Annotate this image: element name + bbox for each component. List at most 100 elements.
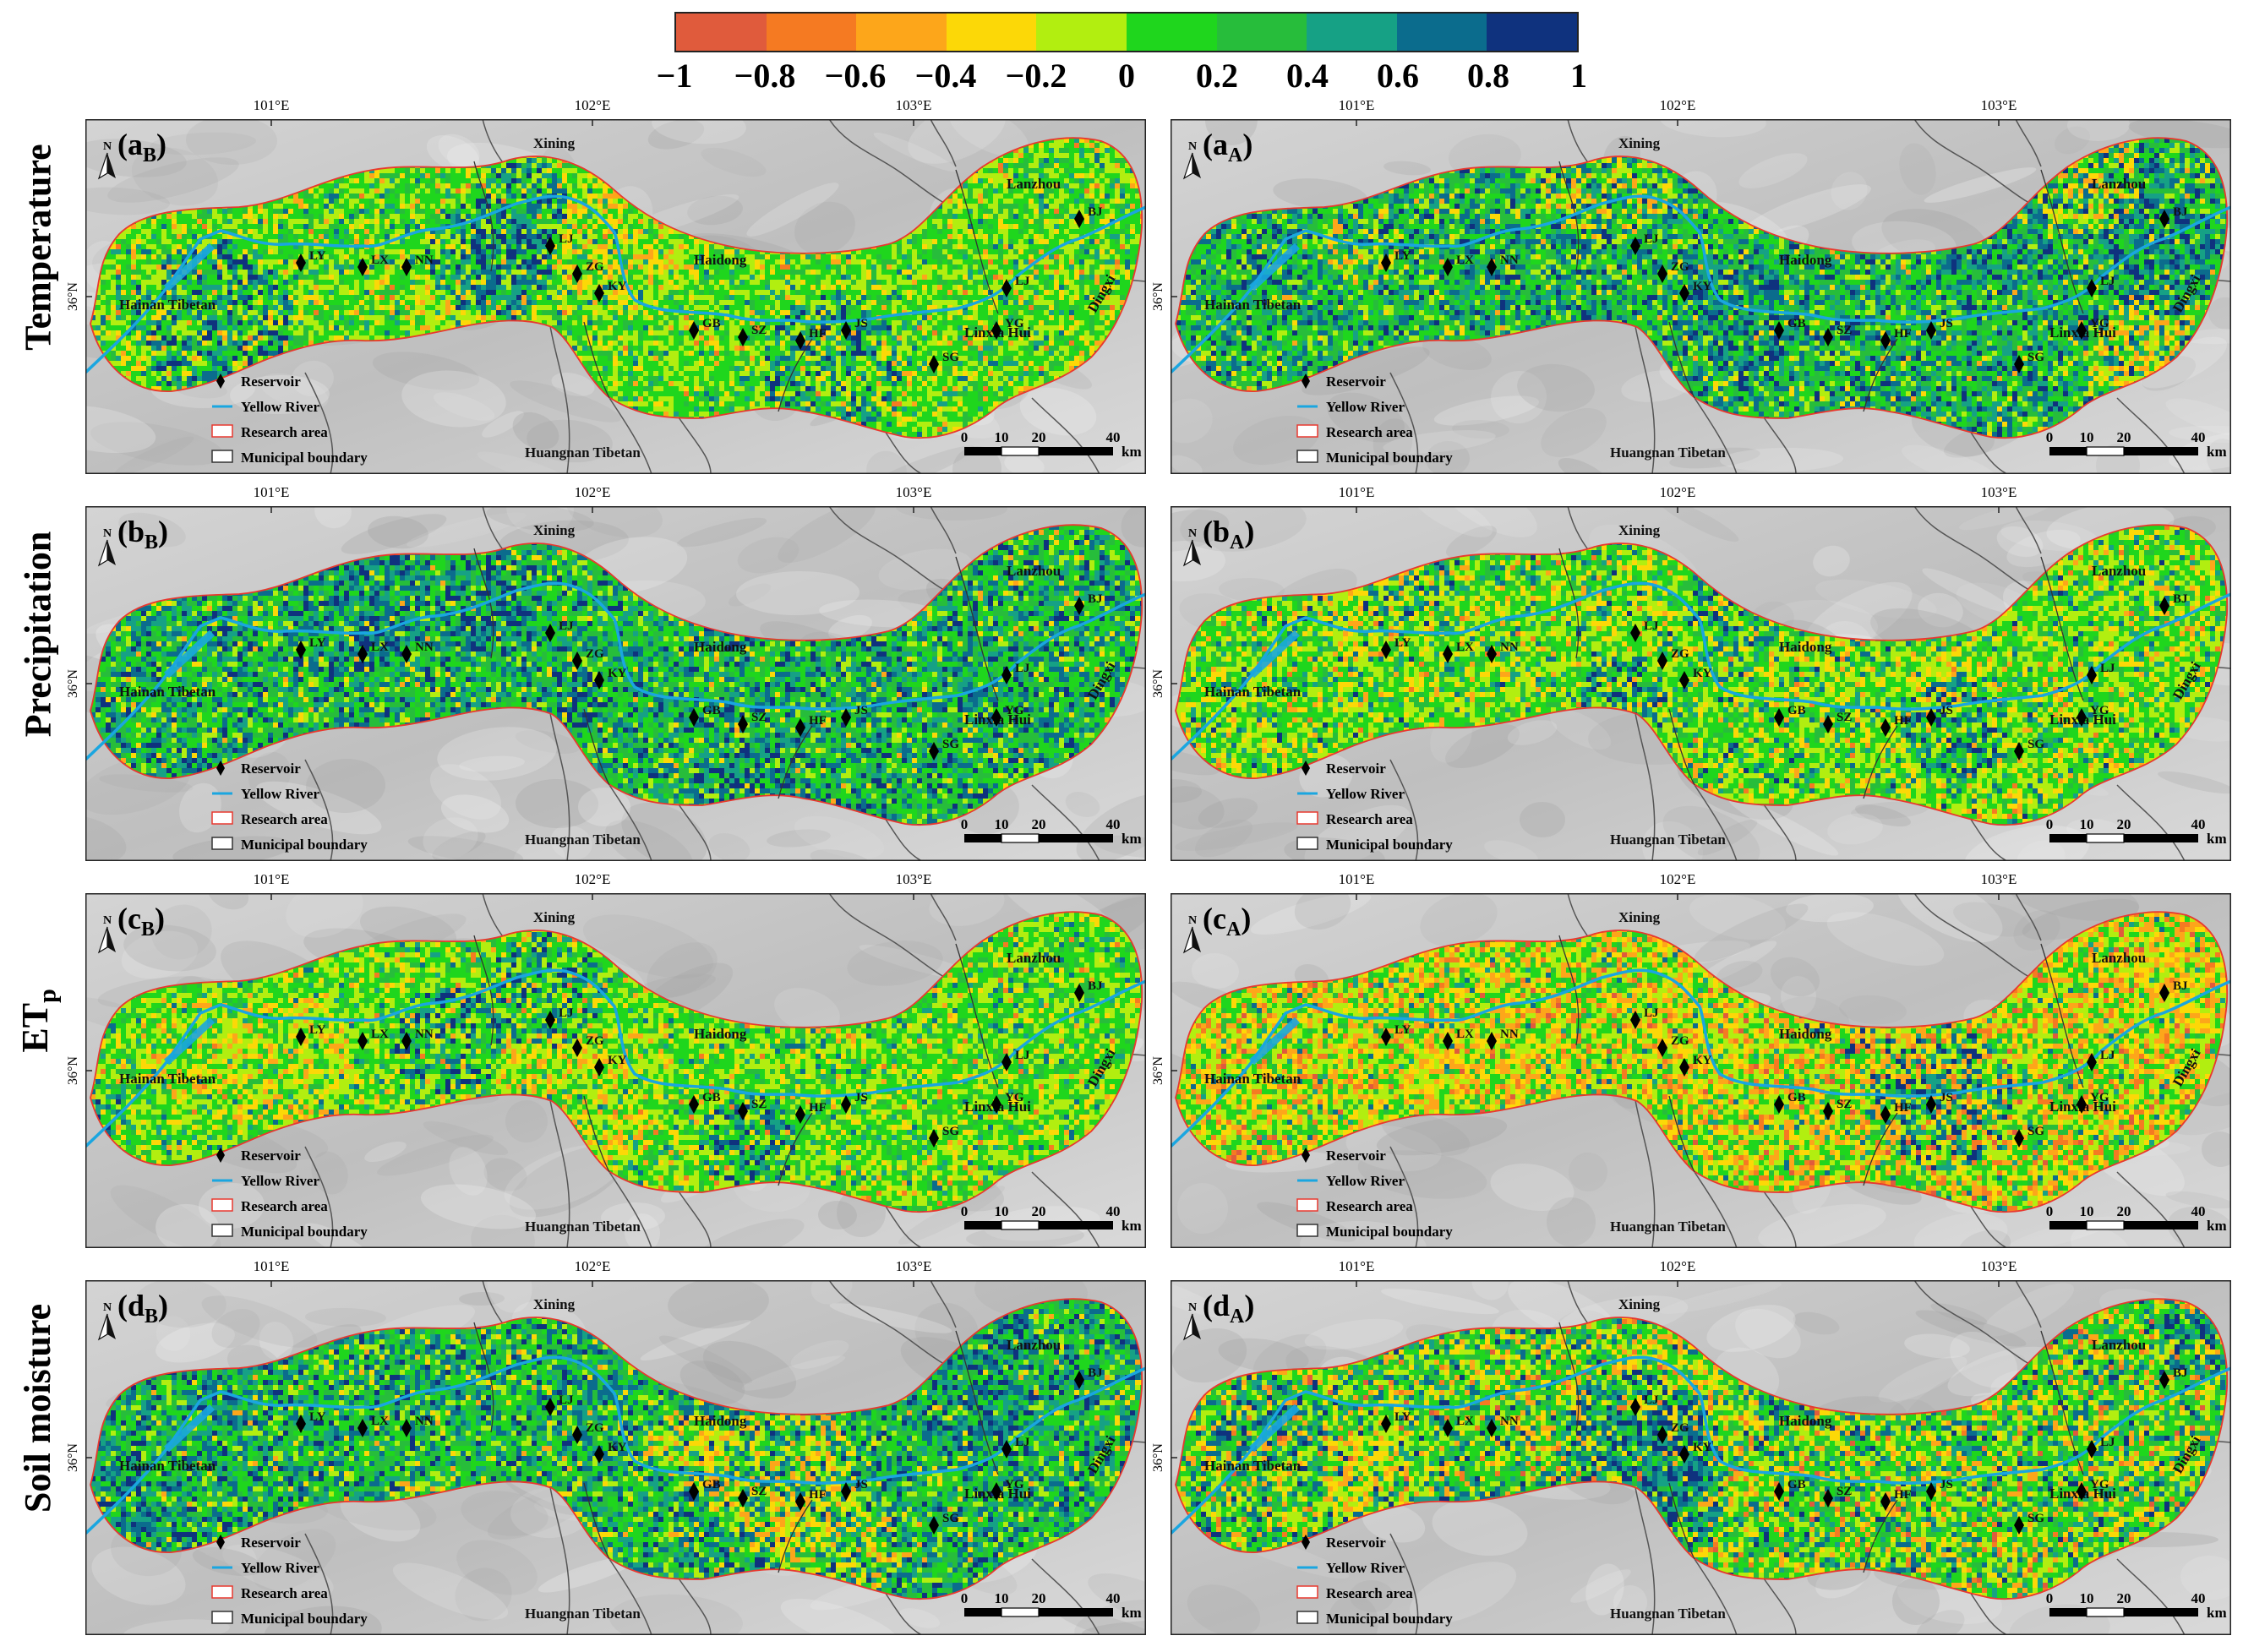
scale-tick-label: 10 xyxy=(995,429,1009,445)
reservoir-label: ZG xyxy=(1671,647,1689,661)
reservoir-label: LX xyxy=(1456,1028,1474,1041)
reservoir-label: LY xyxy=(309,636,326,650)
colorbar-ticks: −1 −0.8 −0.6 −0.4 −0.2 0 0.2 0.4 0.6 0.8 1 xyxy=(674,56,1579,98)
reservoir-label: KY xyxy=(608,1054,627,1067)
region-label: Xining xyxy=(1618,135,1661,151)
legend-label: Research area xyxy=(1326,424,1413,440)
panel-label: (aA) xyxy=(1203,128,1252,166)
legend-label: Reservoir xyxy=(241,1535,301,1551)
legend-label: Reservoir xyxy=(241,373,301,390)
region-label: Huangnan Tibetan xyxy=(1610,831,1726,848)
colorbar-tick-label: −0.4 xyxy=(915,56,977,95)
legend-label: Yellow River xyxy=(241,786,319,802)
scale-tick-label: 20 xyxy=(2117,429,2131,445)
scale-unit: km xyxy=(2207,831,2227,847)
reservoir-label: LX xyxy=(371,1415,389,1428)
panel-label: (dA) xyxy=(1203,1289,1254,1328)
legend-area-icon xyxy=(1297,1199,1318,1211)
legend-label: Reservoir xyxy=(1326,373,1386,390)
legend-area-icon xyxy=(212,812,232,824)
legend-area-icon xyxy=(212,1199,232,1211)
scale-tick-label: 0 xyxy=(2046,1590,2054,1606)
legend-label: Reservoir xyxy=(241,1148,301,1164)
reservoir-label: SG xyxy=(2027,351,2044,364)
legend-boundary-icon xyxy=(212,450,232,462)
colorbar-tick-label: 0.8 xyxy=(1467,56,1509,95)
region-label: Haidong xyxy=(1779,1026,1832,1042)
legend-label: Municipal boundary xyxy=(1326,1611,1453,1627)
reservoir-label: ZG xyxy=(586,1421,604,1435)
legend-label: Municipal boundary xyxy=(241,1611,368,1627)
reservoir-label: GB xyxy=(1787,1091,1806,1104)
panel-label: (dB) xyxy=(117,1289,168,1328)
region-label: Huangnan Tibetan xyxy=(525,1606,641,1622)
lon-label: 102°E xyxy=(575,871,611,888)
reservoir-label: LY xyxy=(309,1023,326,1037)
reservoir-label: BJ xyxy=(2173,205,2188,219)
scale-tick-label: 10 xyxy=(2080,816,2094,832)
legend-label: Yellow River xyxy=(1326,399,1405,415)
legend-boundary-icon xyxy=(1297,1611,1318,1623)
reservoir-label: LJ xyxy=(1015,1436,1030,1449)
reservoir-label: NN xyxy=(1500,641,1519,654)
reservoir-label: JS xyxy=(1940,1478,1953,1491)
north-label: N xyxy=(103,914,112,927)
reservoir-label: LY xyxy=(1394,249,1411,263)
lat-label: 36°N xyxy=(1151,282,1166,311)
reservoir-label: SG xyxy=(942,1512,959,1525)
lat-label: 36°N xyxy=(66,669,81,698)
reservoir-label: JS xyxy=(1940,317,1953,330)
reservoir-label: LY xyxy=(309,1410,326,1424)
legend-boundary-icon xyxy=(1297,1224,1318,1236)
legend-label: Reservoir xyxy=(1326,1535,1386,1551)
colorbar-segment xyxy=(676,14,767,51)
legend-label: Research area xyxy=(1326,1585,1413,1601)
colorbar-tick-label: 0.6 xyxy=(1377,56,1419,95)
reservoir-label: NN xyxy=(1500,254,1519,267)
legend-label: Research area xyxy=(1326,1198,1413,1214)
scale-tick-label: 10 xyxy=(995,1203,1009,1219)
row-label-temperature: Temperature xyxy=(0,61,76,433)
colorbar-segment xyxy=(1307,14,1397,51)
region-label: Huangnan Tibetan xyxy=(1610,1219,1726,1235)
reservoir-label: JS xyxy=(854,317,868,330)
legend-area-icon xyxy=(1297,425,1318,437)
region-label: Lanzhou xyxy=(1007,950,1061,966)
reservoir-label: ZG xyxy=(586,260,604,274)
reservoir-label: GB xyxy=(702,317,721,330)
colorbar-segment xyxy=(1036,14,1127,51)
region-label: Haidong xyxy=(1779,252,1832,268)
region-label: Lanzhou xyxy=(2092,1337,2146,1353)
scale-tick-label: 0 xyxy=(2046,816,2054,832)
reservoir-label: LJ xyxy=(559,619,574,633)
legend-label: Yellow River xyxy=(241,1173,319,1189)
lon-label: 103°E xyxy=(896,1258,932,1275)
lat-label: 36°N xyxy=(66,1056,81,1085)
reservoir-label: LJ xyxy=(2100,275,2115,288)
panel-a-b: N (aB) Xining Haidong Hainan Tibetan Huangnan… xyxy=(85,119,1146,474)
scale-tick-label: 40 xyxy=(2191,429,2206,445)
legend-area-icon xyxy=(1297,812,1318,824)
reservoir-label: BJ xyxy=(1088,979,1103,993)
reservoir-label: SZ xyxy=(1836,1485,1852,1498)
scale-tick-label: 40 xyxy=(1106,429,1121,445)
lon-label: 103°E xyxy=(1981,484,2017,501)
panel-a-a: N (aA) Xining Haidong Hainan Tibetan Huangnan… xyxy=(1171,119,2231,474)
reservoir-label: SZ xyxy=(1836,711,1852,724)
scale-tick-label: 10 xyxy=(2080,429,2094,445)
reservoir-label: YG xyxy=(1005,704,1024,717)
reservoir-label: NN xyxy=(415,1415,434,1428)
scale-unit: km xyxy=(2207,1605,2227,1621)
legend-label: Research area xyxy=(241,424,328,440)
region-label: Haidong xyxy=(1779,1413,1832,1429)
region-label: Haidong xyxy=(694,252,747,268)
lon-label: 101°E xyxy=(254,1258,290,1275)
scale-tick-label: 40 xyxy=(1106,1203,1121,1219)
legend-area-icon xyxy=(1297,1586,1318,1598)
legend-boundary-icon xyxy=(1297,450,1318,462)
lon-label: 101°E xyxy=(254,97,290,114)
region-label: Haidong xyxy=(694,639,747,655)
reservoir-label: BJ xyxy=(1088,1366,1103,1380)
reservoir-label: LJ xyxy=(1015,1049,1030,1062)
scale-unit: km xyxy=(2207,444,2227,460)
